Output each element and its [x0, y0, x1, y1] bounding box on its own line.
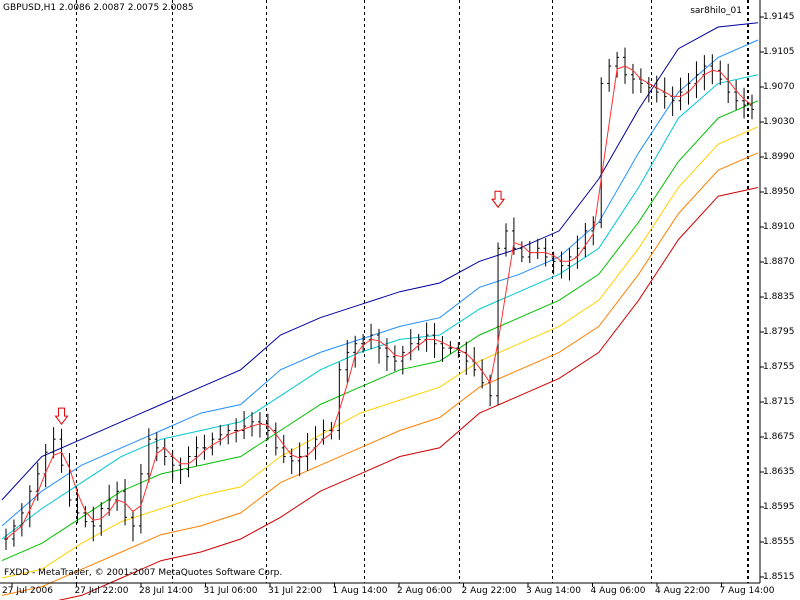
x-tick-label: 4 Aug 06:00 — [590, 586, 646, 596]
x-tick-label: 2 Aug 06:00 — [397, 586, 452, 596]
y-tick-label: 1.8950 — [763, 187, 795, 197]
y-tick-label: 1.8515 — [763, 572, 795, 582]
signal-down-arrow-icon — [491, 190, 506, 209]
x-tick-label: 1 Aug 14:00 — [332, 586, 388, 596]
band-line-6 — [57, 187, 759, 600]
band-line-4 — [1, 126, 759, 579]
x-tick-label: 31 Jul 06:00 — [203, 586, 258, 596]
y-tick-label: 1.8835 — [763, 292, 795, 302]
copyright-label: FXDD - MetaTrader, © 2001-2007 MetaQuote… — [4, 568, 283, 578]
y-tick-label: 1.9105 — [763, 47, 795, 57]
y-tick-label: 1.8755 — [763, 362, 795, 372]
y-tick-label: 1.8795 — [763, 327, 795, 337]
y-tick-label: 1.8990 — [763, 152, 795, 162]
fast-ma-line — [5, 65, 753, 540]
signal-down-arrow-icon — [54, 407, 69, 425]
y-tick-label: 1.8715 — [763, 397, 795, 407]
y-tick-label: 1.8910 — [763, 222, 795, 232]
chart-symbol-quote: GBPUSD,H1 2.0086 2.0087 2.0075 2.0085 — [3, 3, 194, 13]
y-tick-label: 1.9145 — [763, 12, 795, 22]
y-tick-label: 1.8635 — [763, 467, 795, 477]
x-tick-label: 2 Aug 22:00 — [461, 586, 517, 596]
x-tick-label: 31 Jul 22:00 — [268, 586, 322, 596]
y-tick-label: 1.8675 — [763, 432, 795, 442]
band-line-5 — [1, 152, 759, 596]
y-tick-label: 1.8595 — [763, 502, 795, 512]
indicator-name-label: sar8hilo_01 — [690, 6, 742, 16]
y-tick-label: 1.9070 — [763, 82, 795, 92]
x-tick-label: 3 Aug 14:00 — [526, 586, 581, 596]
band-line-3 — [1, 100, 759, 562]
x-tick-label: 4 Aug 22:00 — [655, 586, 710, 596]
x-tick-label: 27 Jul 22:00 — [74, 586, 129, 596]
x-tick-label: 27 Jul 2006 — [2, 586, 53, 596]
x-tick-label: 28 Jul 14:00 — [139, 586, 193, 596]
x-tick-label: 7 Aug 14:00 — [719, 586, 775, 596]
y-tick-label: 1.8870 — [763, 257, 795, 267]
y-tick-label: 1.9030 — [763, 117, 795, 127]
band-line-0 — [1, 22, 759, 501]
band-line-1 — [1, 39, 759, 527]
y-tick-label: 1.8555 — [763, 537, 795, 547]
chart-plot-area — [0, 0, 760, 583]
band-line-2 — [1, 74, 759, 540]
